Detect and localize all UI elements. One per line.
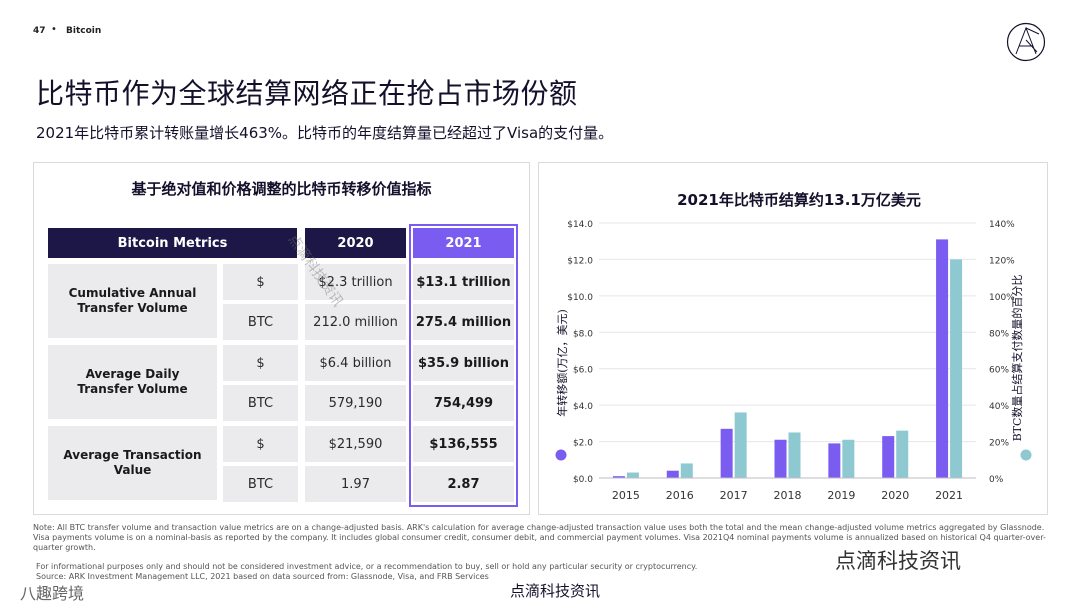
ark-logo-icon <box>1006 22 1046 62</box>
x-tick-label: 2020 <box>881 489 909 502</box>
value-2021: 754,499 <box>413 385 514 421</box>
y-tick-label: $10.0 <box>567 293 593 303</box>
value-2020: 579,190 <box>305 385 406 421</box>
bar-transfer-volume-2016 <box>666 470 679 478</box>
y-right-tick-label: 0% <box>989 475 1004 485</box>
value-2020: $2.3 trillion <box>305 264 406 300</box>
header-metrics: Bitcoin Metrics <box>48 228 297 258</box>
y-right-tick-label: 60% <box>989 366 1009 376</box>
unit-cell: $ <box>223 264 298 300</box>
x-axis-ticks: 2015 2016 2017 2018 2019 2020 2021 <box>612 489 963 502</box>
y-axis-left-label: 年转移额(万亿，美元) <box>555 309 569 417</box>
chart-title: 2021年比特币结算约13.1万亿美元 <box>677 191 921 209</box>
bar-visa-share-2017 <box>734 412 747 478</box>
unit-cell: BTC <box>223 304 298 340</box>
bar-visa-share-2021 <box>950 259 963 478</box>
footnote: Note: All BTC transfer volume and transa… <box>33 523 1046 552</box>
bar-visa-share-2018 <box>788 432 801 478</box>
bar-visa-share-2019 <box>842 439 855 478</box>
x-tick-label: 2019 <box>827 489 855 502</box>
value-2020: $6.4 billion <box>305 345 406 381</box>
y-axis-right-label: BTC数量占结算支付数量的百分比 <box>1010 275 1024 442</box>
x-tick-label: 2021 <box>935 489 963 502</box>
header-2021: 2021 <box>413 228 514 258</box>
x-tick-label: 2017 <box>720 489 748 502</box>
value-2020: 212.0 million <box>305 304 406 340</box>
bar-visa-share-2015 <box>626 472 639 478</box>
header-2020: 2020 <box>305 228 406 258</box>
y-right-tick-label: 40% <box>989 402 1009 412</box>
watermark-right: 点滴科技资讯 <box>835 549 961 573</box>
y-tick-label: $4.0 <box>573 402 593 412</box>
bar-visa-share-2016 <box>680 463 693 478</box>
value-2021: $13.1 trillion <box>413 264 514 300</box>
bar-transfer-volume-2021 <box>936 239 949 478</box>
unit-cell: BTC <box>223 466 298 502</box>
value-2020: 1.97 <box>305 466 406 502</box>
header-separator: • <box>51 24 57 35</box>
metric-label: Average Transaction Value <box>48 426 217 500</box>
legend-right-swatch <box>1020 449 1032 461</box>
page-title: 比特币作为全球结算网络正在抢占市场份额 <box>36 77 578 110</box>
disclaimer-text: For informational purposes only and shou… <box>36 562 698 571</box>
x-tick-label: 2015 <box>612 489 640 502</box>
section-label: Bitcoin <box>66 26 102 36</box>
table-title: 基于绝对值和价格调整的比特币转移价值指标 <box>131 180 432 198</box>
y-right-tick-label: 100% <box>989 293 1015 303</box>
column-2021-highlight <box>409 224 518 507</box>
metric-label: Cumulative Annual Transfer Volume <box>48 264 217 338</box>
value-2020: $21,590 <box>305 426 406 462</box>
source-text: Source: ARK Investment Management LLC, 2… <box>36 572 489 581</box>
y-tick-label: $8.0 <box>573 329 593 339</box>
page-number: 47 <box>33 26 46 36</box>
y-tick-label: $6.0 <box>573 366 593 376</box>
settlement-bar-chart: 2021年比特币结算约13.1万亿美元 $0.0 $2.0 $4.0 $6.0 $8.0… <box>555 191 1032 502</box>
bar-transfer-volume-2017 <box>720 428 733 478</box>
y-tick-label: $14.0 <box>567 220 593 230</box>
y-tick-label: $2.0 <box>573 439 593 449</box>
y-tick-label: $0.0 <box>573 475 593 485</box>
y-axis-right-ticks: 0% 20% 40% 60% 80% 100% 120% 140% <box>989 220 1015 485</box>
bar-transfer-volume-2018 <box>774 439 787 478</box>
gridlines <box>599 222 976 443</box>
y-axis-left-ticks: $0.0 $2.0 $4.0 $6.0 $8.0 $10.0 $12.0 $14.0 <box>567 220 593 485</box>
watermark-left: 八趣跨境 <box>20 584 85 603</box>
bar-transfer-volume-2015 <box>612 476 625 478</box>
bar-visa-share-2020 <box>896 430 909 478</box>
y-right-tick-label: 80% <box>989 329 1009 339</box>
y-tick-label: $12.0 <box>567 256 593 266</box>
x-tick-label: 2018 <box>774 489 802 502</box>
bars <box>612 239 963 478</box>
value-2021: 2.87 <box>413 466 514 502</box>
bar-transfer-volume-2019 <box>828 443 841 478</box>
bar-transfer-volume-2020 <box>882 436 895 478</box>
value-2021: $35.9 billion <box>413 345 514 381</box>
legend-left-swatch <box>555 449 567 461</box>
value-2021: $136,555 <box>413 426 514 462</box>
unit-cell: $ <box>223 426 298 462</box>
y-right-tick-label: 140% <box>989 220 1015 230</box>
unit-cell: BTC <box>223 385 298 421</box>
metric-label: Average Daily Transfer Volume <box>48 345 217 419</box>
disclaimer-block: For informational purposes only and shou… <box>36 562 697 582</box>
page-subtitle: 2021年比特币累计转账量增长463%。比特币的年度结算量已经超过了Visa的支… <box>36 124 614 142</box>
x-tick-label: 2016 <box>666 489 694 502</box>
value-2021: 275.4 million <box>413 304 514 340</box>
unit-cell: $ <box>223 345 298 381</box>
y-right-tick-label: 20% <box>989 439 1009 449</box>
footer-watermark: 点滴科技资讯 <box>510 582 601 600</box>
y-right-tick-label: 120% <box>989 256 1015 266</box>
